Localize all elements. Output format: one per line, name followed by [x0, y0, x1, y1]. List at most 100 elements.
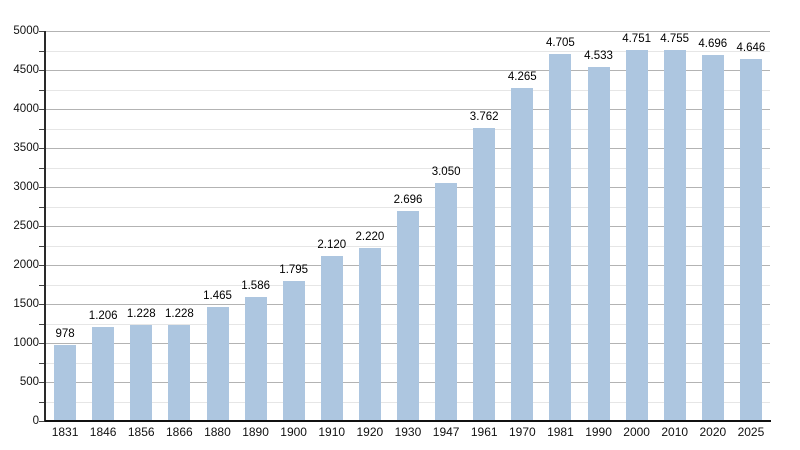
- y-axis-tick: [39, 323, 44, 325]
- y-axis-tick: [39, 31, 44, 32]
- y-axis-tick: [39, 401, 44, 403]
- minor-gridline: [46, 128, 770, 130]
- bar-value-label: 4.533: [584, 50, 613, 63]
- bar-value-label: 1.586: [241, 280, 270, 293]
- x-category-label: 1890: [242, 425, 269, 439]
- bar: [473, 127, 496, 421]
- bar: [206, 306, 229, 421]
- bar-value-label: 3.050: [431, 166, 461, 179]
- bar: [244, 297, 267, 421]
- y-axis-tick: [39, 128, 44, 130]
- bar-value-label: 2.120: [317, 238, 347, 251]
- bar: [168, 325, 191, 421]
- x-category-label: 1831: [51, 425, 79, 439]
- bar-value-label: 1.206: [88, 309, 118, 322]
- bar: [511, 88, 534, 421]
- x-category-label: 2000: [623, 425, 650, 439]
- y-axis-tick: [39, 421, 44, 422]
- y-tick-label: 4500: [13, 64, 39, 76]
- y-axis-tick: [39, 362, 44, 364]
- y-axis-tick: [39, 343, 44, 344]
- bar-value-label: 1.228: [165, 308, 194, 321]
- bar: [358, 247, 381, 421]
- bar-value-label: 4.265: [507, 71, 537, 84]
- x-category-label: 1970: [508, 425, 536, 439]
- y-axis-tick: [39, 167, 44, 169]
- minor-gridline: [46, 89, 770, 91]
- bar: [549, 54, 572, 421]
- bar: [397, 210, 419, 421]
- bar: [625, 50, 648, 421]
- x-category-label: 1846: [89, 425, 117, 439]
- minor-gridline: [46, 50, 770, 52]
- bar-value-label: 1.465: [203, 289, 232, 302]
- y-axis-tick: [39, 70, 44, 71]
- y-tick-label: 2000: [13, 259, 39, 271]
- bar-value-label: 978: [55, 327, 75, 340]
- major-gridline: [46, 148, 770, 149]
- y-tick-label: 2500: [13, 220, 39, 232]
- y-axis-tick: [39, 382, 44, 383]
- x-category-label: 1910: [318, 425, 346, 439]
- bar-value-label: 3.762: [469, 110, 499, 123]
- bar-value-label: 1.228: [126, 308, 156, 321]
- bar: [739, 58, 762, 421]
- x-axis-line: [45, 420, 771, 422]
- bar: [701, 54, 724, 421]
- y-axis-tick: [39, 284, 44, 286]
- y-axis-tick: [39, 304, 44, 305]
- y-tick-label: 1500: [13, 298, 39, 310]
- x-category-label: 1920: [356, 425, 384, 439]
- bar: [587, 67, 610, 421]
- x-category-label: 1900: [280, 425, 307, 439]
- y-tick-label: 4000: [13, 103, 39, 115]
- bar-value-label: 4.751: [622, 33, 651, 46]
- y-axis-tick: [39, 245, 44, 247]
- bar: [92, 326, 115, 421]
- minor-gridline: [46, 167, 770, 169]
- bar-value-label: 2.220: [355, 230, 385, 243]
- x-category-label: 2025: [737, 425, 765, 439]
- x-category-label: 1947: [432, 425, 460, 439]
- bar-value-label: 4.646: [736, 41, 766, 54]
- plot-area: 978 1.206 1.228 1.228 1.465 1.586 1.795 2.120 2.…: [46, 31, 770, 421]
- y-axis-line: [44, 31, 46, 422]
- x-category-label: 1981: [547, 425, 574, 439]
- major-gridline: [46, 109, 770, 110]
- y-axis-tick: [39, 89, 44, 91]
- x-category-label: 2020: [699, 425, 727, 439]
- bar: [282, 281, 305, 421]
- bar: [663, 50, 686, 421]
- y-axis-tick: [39, 148, 44, 149]
- bar-value-label: 2.696: [393, 193, 423, 206]
- major-gridline: [46, 70, 770, 71]
- bar: [320, 255, 343, 421]
- major-gridline: [46, 187, 770, 188]
- y-axis-tick: [39, 109, 44, 110]
- y-axis-tick: [39, 50, 44, 52]
- x-category-label: 1856: [127, 425, 155, 439]
- y-tick-label: 500: [19, 376, 39, 388]
- y-tick-label: 1000: [13, 337, 39, 349]
- bar-value-label: 1.795: [279, 264, 309, 276]
- bar: [54, 344, 77, 421]
- bar: [435, 183, 458, 421]
- y-axis-tick: [39, 206, 44, 208]
- x-category-label: 1961: [470, 425, 498, 439]
- minor-gridline: [46, 206, 770, 208]
- x-category-label: 1990: [585, 425, 612, 439]
- bar-value-label: 4.705: [546, 37, 575, 49]
- x-category-label: 1930: [394, 425, 422, 439]
- x-category-label: 1866: [165, 425, 193, 439]
- y-axis-tick: [39, 265, 44, 266]
- y-tick-label: 0: [32, 415, 39, 427]
- y-axis-tick: [39, 187, 44, 188]
- y-axis-tick: [39, 226, 44, 227]
- x-category-label: 2010: [661, 425, 689, 439]
- major-gridline: [46, 31, 770, 32]
- bar: [130, 325, 153, 421]
- bar-value-label: 4.755: [660, 33, 690, 46]
- y-tick-label: 3000: [13, 181, 39, 193]
- bar-value-label: 4.696: [698, 37, 728, 50]
